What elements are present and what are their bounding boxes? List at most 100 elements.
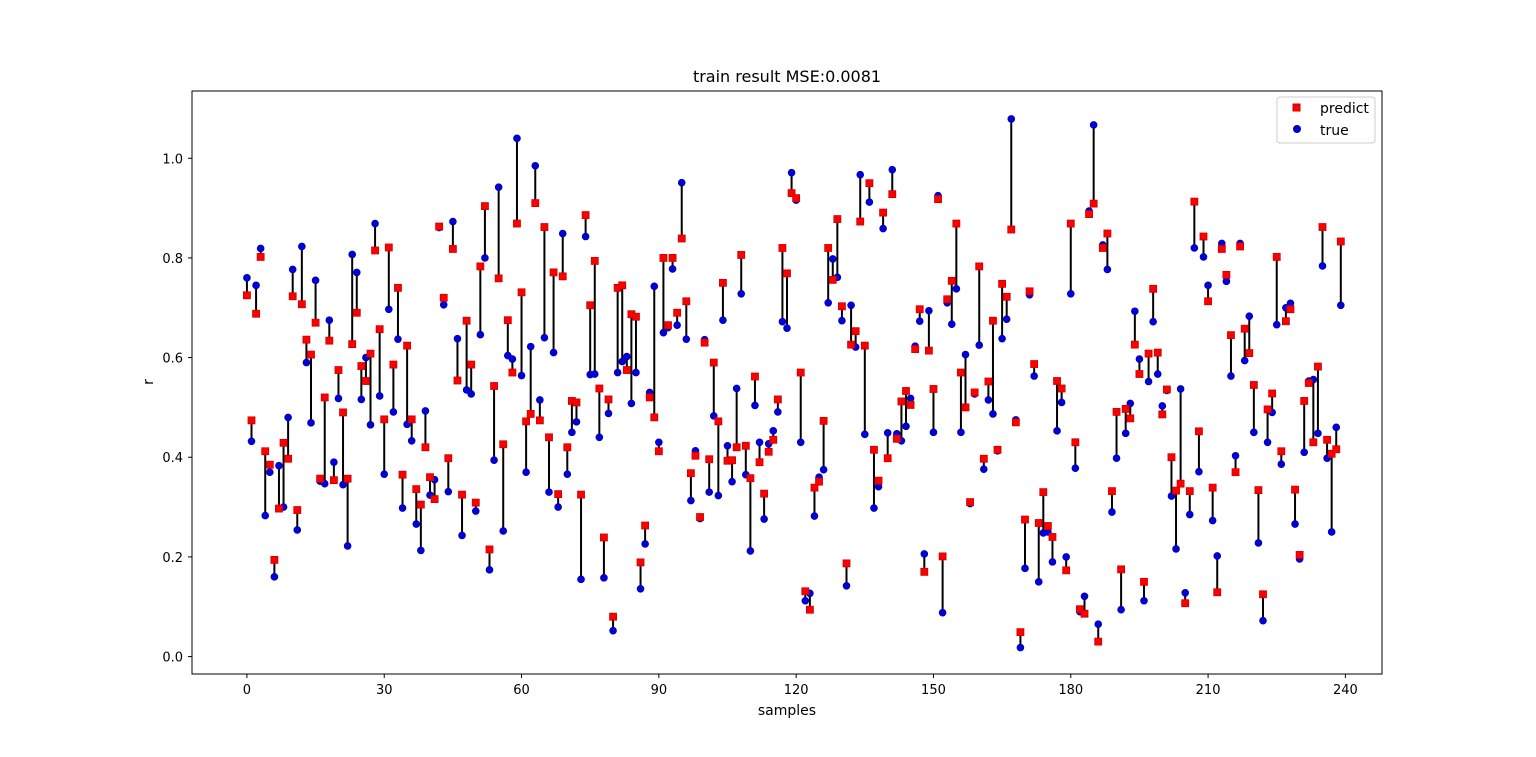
predict-point bbox=[751, 372, 759, 381]
predict-point bbox=[1199, 232, 1208, 241]
true-point bbox=[266, 468, 274, 476]
predict-point bbox=[957, 368, 965, 377]
true-point bbox=[655, 438, 663, 447]
predict-point bbox=[384, 243, 393, 252]
true-point bbox=[1117, 605, 1125, 614]
true-point bbox=[1190, 244, 1199, 252]
predict-point bbox=[316, 474, 325, 483]
predict-point bbox=[787, 189, 796, 198]
predict-point bbox=[1190, 197, 1199, 206]
predict-point bbox=[815, 477, 823, 486]
predict-point bbox=[545, 433, 553, 442]
true-point bbox=[508, 355, 517, 363]
true-point bbox=[888, 165, 897, 174]
predict-point bbox=[549, 268, 558, 277]
predict-point bbox=[1144, 349, 1153, 358]
predict-point bbox=[1162, 385, 1171, 394]
legend-true-marker bbox=[1293, 125, 1301, 133]
predict-point bbox=[1062, 566, 1071, 575]
legend: predict true bbox=[1276, 96, 1376, 144]
predict-point bbox=[801, 587, 810, 596]
true-point bbox=[1057, 398, 1066, 407]
predict-point bbox=[1236, 242, 1245, 251]
predict-point bbox=[526, 409, 535, 418]
true-point bbox=[737, 290, 746, 298]
predict-point bbox=[261, 447, 270, 456]
predict-point bbox=[293, 506, 302, 514]
predict-point bbox=[270, 555, 279, 564]
predict-point bbox=[320, 393, 329, 402]
predict-point bbox=[375, 325, 384, 334]
true-point bbox=[673, 321, 681, 329]
predict-point bbox=[1323, 435, 1331, 444]
predict-point bbox=[362, 377, 370, 385]
true-point bbox=[513, 134, 521, 143]
predict-point bbox=[961, 403, 970, 412]
true-point bbox=[343, 542, 352, 550]
true-point bbox=[1089, 121, 1098, 129]
predict-point bbox=[494, 274, 503, 283]
true-point bbox=[778, 317, 787, 326]
predict-point bbox=[403, 341, 412, 350]
predict-point bbox=[714, 417, 723, 426]
predict-point bbox=[888, 190, 897, 199]
predict-point bbox=[970, 388, 979, 397]
predict-point bbox=[1117, 565, 1126, 574]
predict-point bbox=[1043, 522, 1052, 530]
predict-point bbox=[366, 349, 375, 358]
predict-point bbox=[1240, 324, 1249, 333]
predict-point bbox=[595, 384, 604, 393]
true-point bbox=[1030, 372, 1038, 380]
true-point bbox=[947, 320, 956, 329]
true-point bbox=[1195, 467, 1203, 476]
y-tick-label: 1.0 bbox=[162, 152, 183, 167]
predict-point bbox=[535, 416, 544, 425]
predict-point bbox=[1286, 305, 1295, 314]
true-point bbox=[330, 458, 338, 467]
predict-point bbox=[1007, 225, 1016, 234]
true-point bbox=[572, 418, 581, 426]
predict-point bbox=[1332, 445, 1341, 454]
predict-point bbox=[1039, 488, 1048, 497]
true-point bbox=[842, 582, 851, 590]
predict-point bbox=[256, 253, 265, 261]
true-point bbox=[1291, 520, 1299, 528]
predict-point bbox=[828, 275, 837, 284]
true-point bbox=[819, 465, 828, 474]
predict-point bbox=[590, 257, 599, 265]
true-point bbox=[407, 436, 416, 445]
predict-point bbox=[824, 244, 833, 252]
predict-point bbox=[581, 211, 590, 219]
true-point bbox=[293, 526, 302, 534]
predict-point bbox=[1231, 468, 1240, 477]
true-point bbox=[558, 229, 567, 238]
true-point bbox=[1053, 427, 1061, 435]
true-point bbox=[938, 608, 947, 617]
true-point bbox=[375, 392, 384, 400]
predict-point bbox=[1076, 605, 1084, 614]
true-point bbox=[705, 488, 713, 496]
true-point bbox=[1277, 460, 1286, 469]
predict-point bbox=[737, 251, 746, 259]
plot-frame bbox=[191, 90, 1383, 675]
true-point bbox=[1250, 428, 1258, 437]
predict-point bbox=[1048, 533, 1057, 541]
true-point bbox=[824, 298, 832, 307]
predict-point bbox=[728, 456, 736, 465]
predict-point bbox=[302, 335, 311, 344]
true-point bbox=[838, 316, 846, 325]
true-point bbox=[1094, 620, 1103, 628]
true-point bbox=[1153, 370, 1162, 378]
predict-point bbox=[783, 269, 791, 278]
true-point bbox=[1007, 115, 1016, 123]
true-point bbox=[339, 480, 347, 489]
predict-point bbox=[632, 312, 640, 321]
predict-point bbox=[252, 309, 260, 318]
predict-point bbox=[513, 219, 521, 228]
predict-point bbox=[847, 340, 855, 349]
true-point bbox=[421, 407, 430, 415]
predict-point bbox=[1149, 284, 1158, 293]
true-point bbox=[522, 468, 530, 476]
true-point bbox=[1108, 508, 1116, 516]
predict-point bbox=[609, 612, 617, 621]
